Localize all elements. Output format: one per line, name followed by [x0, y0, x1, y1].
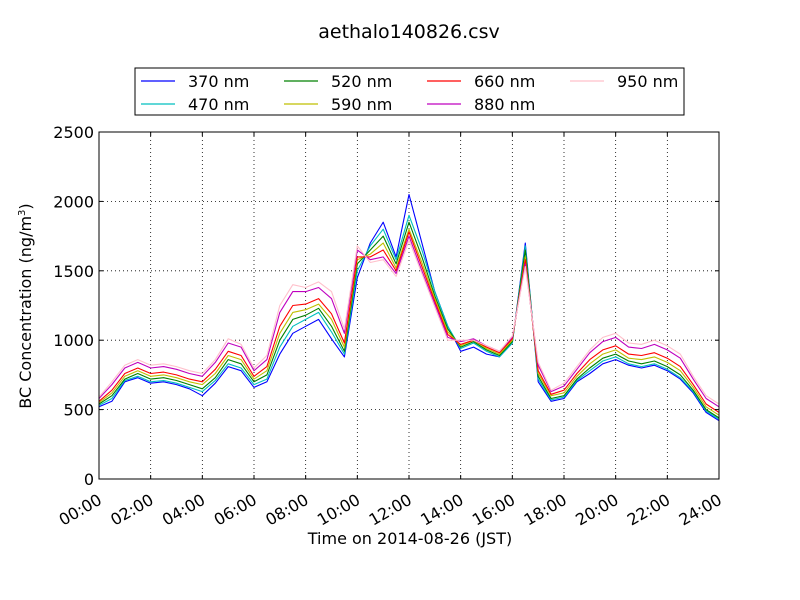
- legend-label: 660 nm: [474, 72, 535, 91]
- legend-label: 590 nm: [331, 95, 392, 114]
- x-axis-label: Time on 2014-08-26 (JST): [307, 529, 512, 548]
- series-line-660-nm: [98, 231, 720, 413]
- legend-label: 370 nm: [188, 72, 249, 91]
- y-tick-label: 1000: [53, 331, 94, 350]
- legend-items: 370 nm 470 nm 520 nm 590 nm 660 nm 880 nm 950 …: [141, 72, 678, 114]
- series-line-370-nm: [98, 193, 720, 422]
- y-tick-label: 2500: [53, 123, 94, 142]
- legend: 370 nm 470 nm 520 nm 590 nm 660 nm 880 nm 950 …: [134, 67, 685, 116]
- legend-label: 880 nm: [474, 95, 535, 114]
- series-line-950-nm: [98, 239, 720, 405]
- series-lines: [98, 193, 720, 422]
- y-axis-label-close: ): [16, 203, 35, 209]
- series-line-880-nm: [98, 235, 720, 408]
- series-line-520-nm: [98, 221, 720, 419]
- series-line-470-nm: [98, 214, 720, 420]
- y-axis-label: BC Concentration (ng/m3): [16, 203, 35, 408]
- series-line-590-nm: [98, 228, 720, 416]
- y-tick-label: 2000: [53, 192, 94, 211]
- y-axis-label-superscript: 3: [17, 210, 28, 216]
- chart-title: aethalo140826.csv: [318, 21, 500, 43]
- y-tick-label: 0: [84, 470, 94, 489]
- plot-area-frame: [98, 131, 720, 480]
- y-tick-label: 1500: [53, 262, 94, 281]
- y-axis-tick-labels: 0 500 1000 1500 2000 2500: [53, 123, 94, 489]
- y-tick-label: 500: [63, 401, 94, 420]
- legend-label: 520 nm: [331, 72, 392, 91]
- legend-label: 470 nm: [188, 95, 249, 114]
- legend-label: 950 nm: [617, 72, 678, 91]
- legend-box: [134, 67, 685, 116]
- y-axis-label-main: BC Concentration (ng/m: [16, 216, 35, 409]
- grid-lines: [99, 132, 719, 479]
